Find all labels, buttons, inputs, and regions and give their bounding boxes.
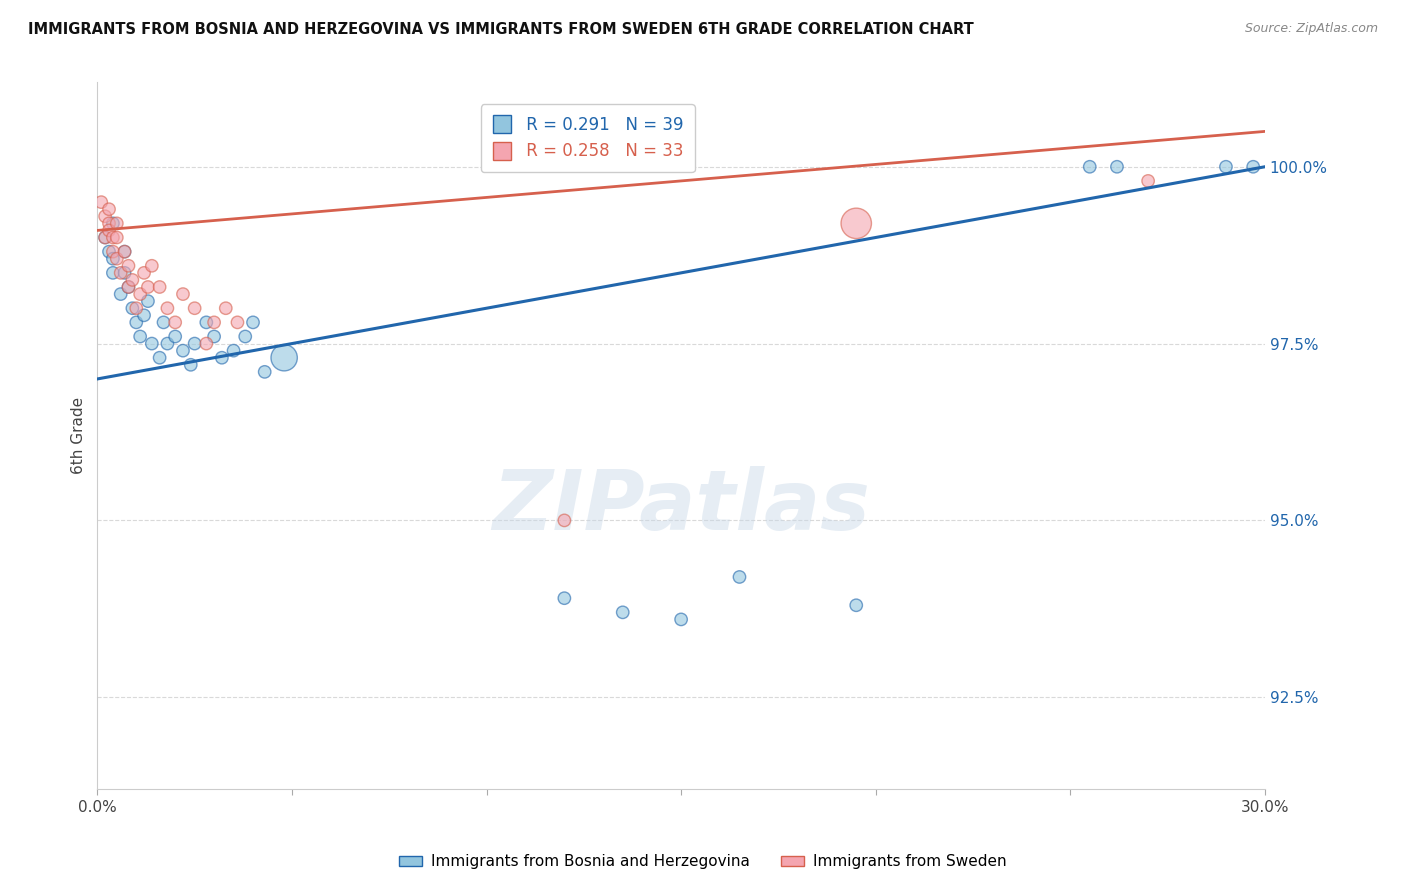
Point	[152, 315, 174, 329]
Point	[121, 301, 143, 316]
Point	[1241, 160, 1264, 174]
Point	[121, 273, 143, 287]
Point	[94, 209, 117, 223]
Legend:  R = 0.291   N = 39,  R = 0.258   N = 33: R = 0.291 N = 39, R = 0.258 N = 33	[481, 104, 695, 172]
Point	[845, 599, 868, 613]
Point	[101, 230, 124, 244]
Point	[1137, 174, 1160, 188]
Point	[149, 280, 172, 294]
Point	[114, 244, 136, 259]
Point	[165, 315, 187, 329]
Point	[98, 216, 121, 230]
Point	[273, 351, 295, 365]
Point	[553, 591, 575, 606]
Point	[195, 315, 218, 329]
Point	[117, 280, 139, 294]
Point	[136, 280, 159, 294]
Point	[141, 336, 163, 351]
Point	[202, 315, 225, 329]
Legend: Immigrants from Bosnia and Herzegovina, Immigrants from Sweden: Immigrants from Bosnia and Herzegovina, …	[394, 848, 1012, 875]
Point	[215, 301, 238, 316]
Text: Source: ZipAtlas.com: Source: ZipAtlas.com	[1244, 22, 1378, 36]
Point	[110, 266, 132, 280]
Y-axis label: 6th Grade: 6th Grade	[72, 397, 86, 474]
Text: IMMIGRANTS FROM BOSNIA AND HERZEGOVINA VS IMMIGRANTS FROM SWEDEN 6TH GRADE CORRE: IMMIGRANTS FROM BOSNIA AND HERZEGOVINA V…	[28, 22, 974, 37]
Point	[98, 244, 121, 259]
Point	[125, 301, 148, 316]
Point	[669, 612, 692, 626]
Point	[94, 230, 117, 244]
Point	[226, 315, 249, 329]
Point	[233, 329, 256, 343]
Point	[94, 230, 117, 244]
Point	[1105, 160, 1128, 174]
Point	[195, 336, 218, 351]
Point	[156, 301, 179, 316]
Point	[183, 336, 205, 351]
Point	[165, 329, 187, 343]
Point	[136, 294, 159, 309]
Point	[253, 365, 276, 379]
Point	[149, 351, 172, 365]
Point	[211, 351, 233, 365]
Point	[101, 266, 124, 280]
Point	[114, 266, 136, 280]
Point	[98, 223, 121, 237]
Point	[90, 195, 112, 210]
Point	[172, 343, 194, 358]
Point	[845, 216, 868, 230]
Point	[114, 244, 136, 259]
Point	[117, 259, 139, 273]
Point	[612, 605, 634, 619]
Point	[101, 216, 124, 230]
Point	[553, 513, 575, 527]
Point	[129, 329, 152, 343]
Text: ZIPatlas: ZIPatlas	[492, 466, 870, 547]
Point	[117, 280, 139, 294]
Point	[129, 287, 152, 301]
Point	[172, 287, 194, 301]
Point	[110, 287, 132, 301]
Point	[156, 336, 179, 351]
Point	[105, 230, 128, 244]
Point	[1215, 160, 1237, 174]
Point	[132, 308, 155, 322]
Point	[101, 252, 124, 266]
Point	[180, 358, 202, 372]
Point	[202, 329, 225, 343]
Point	[242, 315, 264, 329]
Point	[183, 301, 205, 316]
Point	[132, 266, 155, 280]
Point	[105, 216, 128, 230]
Point	[728, 570, 751, 584]
Point	[222, 343, 245, 358]
Point	[125, 315, 148, 329]
Point	[141, 259, 163, 273]
Point	[98, 202, 121, 217]
Point	[105, 252, 128, 266]
Point	[101, 244, 124, 259]
Point	[1078, 160, 1101, 174]
